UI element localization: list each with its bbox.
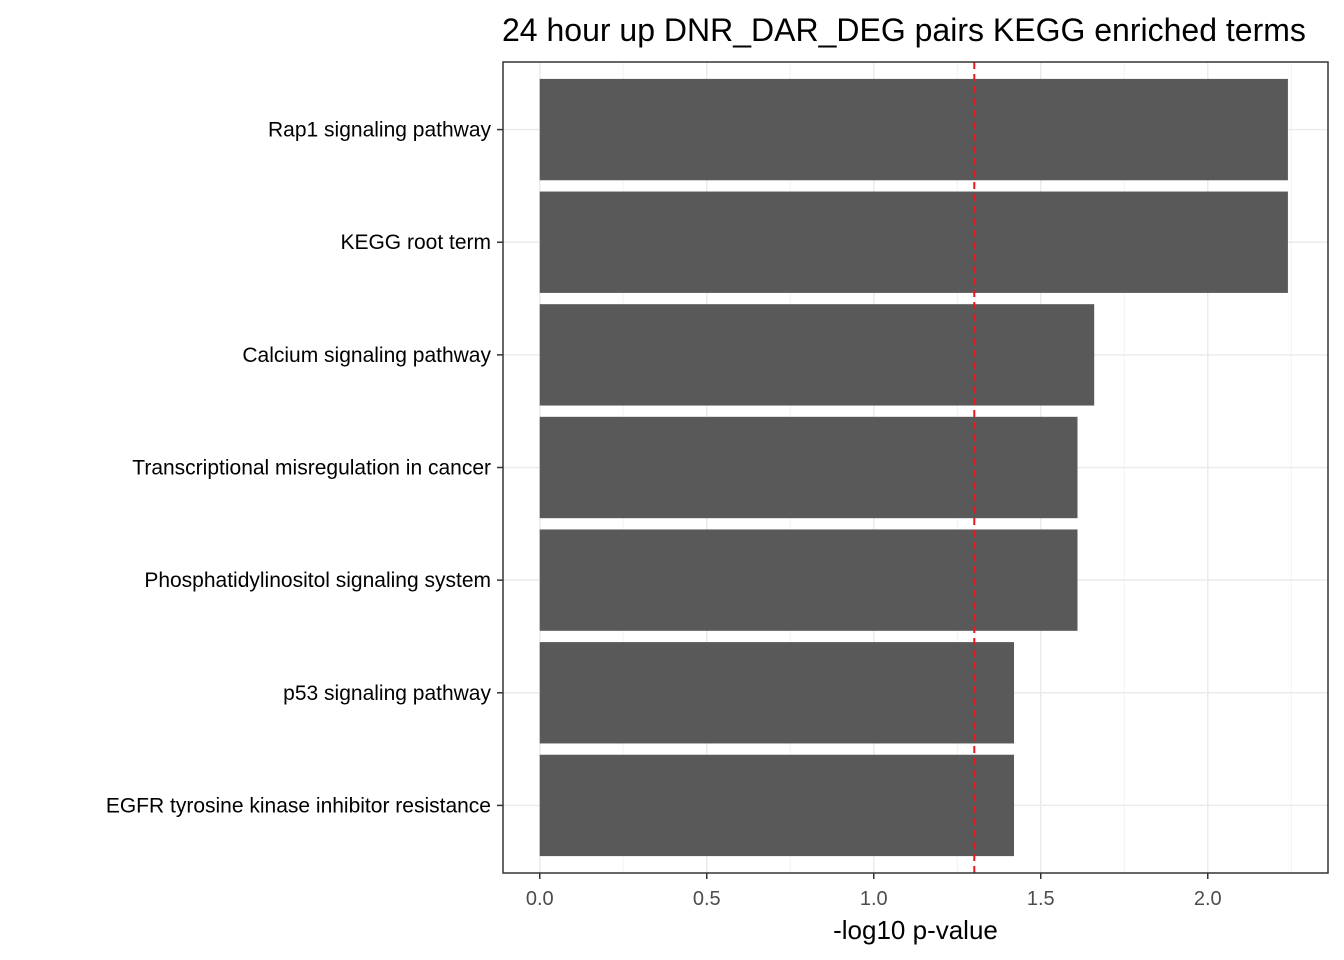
category-label: Transcriptional misregulation in cancer [132,457,491,480]
category-label: EGFR tyrosine kinase inhibitor resistanc… [106,794,491,817]
bars [539,78,1288,857]
bar [539,529,1078,631]
bar [539,191,1288,293]
x-tick-label: 0.0 [526,888,554,910]
category-label: Rap1 signaling pathway [268,119,491,142]
category-label: p53 signaling pathway [283,682,491,705]
x-axis-title: -log10 p-value [833,915,998,945]
bar [539,78,1288,181]
category-label: Phosphatidylinositol signaling system [144,569,491,592]
category-label: KEGG root term [340,231,491,254]
x-tick-label: 1.0 [860,888,888,910]
bar [539,304,1095,406]
bar [539,754,1015,857]
x-tick-label: 0.5 [693,888,721,910]
x-tick-label: 1.5 [1027,888,1055,910]
bar [539,642,1015,744]
bar [539,416,1078,519]
category-label: Calcium signaling pathway [242,344,491,367]
y-axis: Rap1 signaling pathway KEGG root term Calc… [106,119,503,817]
x-axis: 0.0 0.5 1.0 1.5 2.0 [526,873,1222,910]
chart-title: 24 hour up DNR_DAR_DEG pairs KEGG enrich… [502,12,1306,48]
x-tick-label: 2.0 [1194,888,1222,910]
